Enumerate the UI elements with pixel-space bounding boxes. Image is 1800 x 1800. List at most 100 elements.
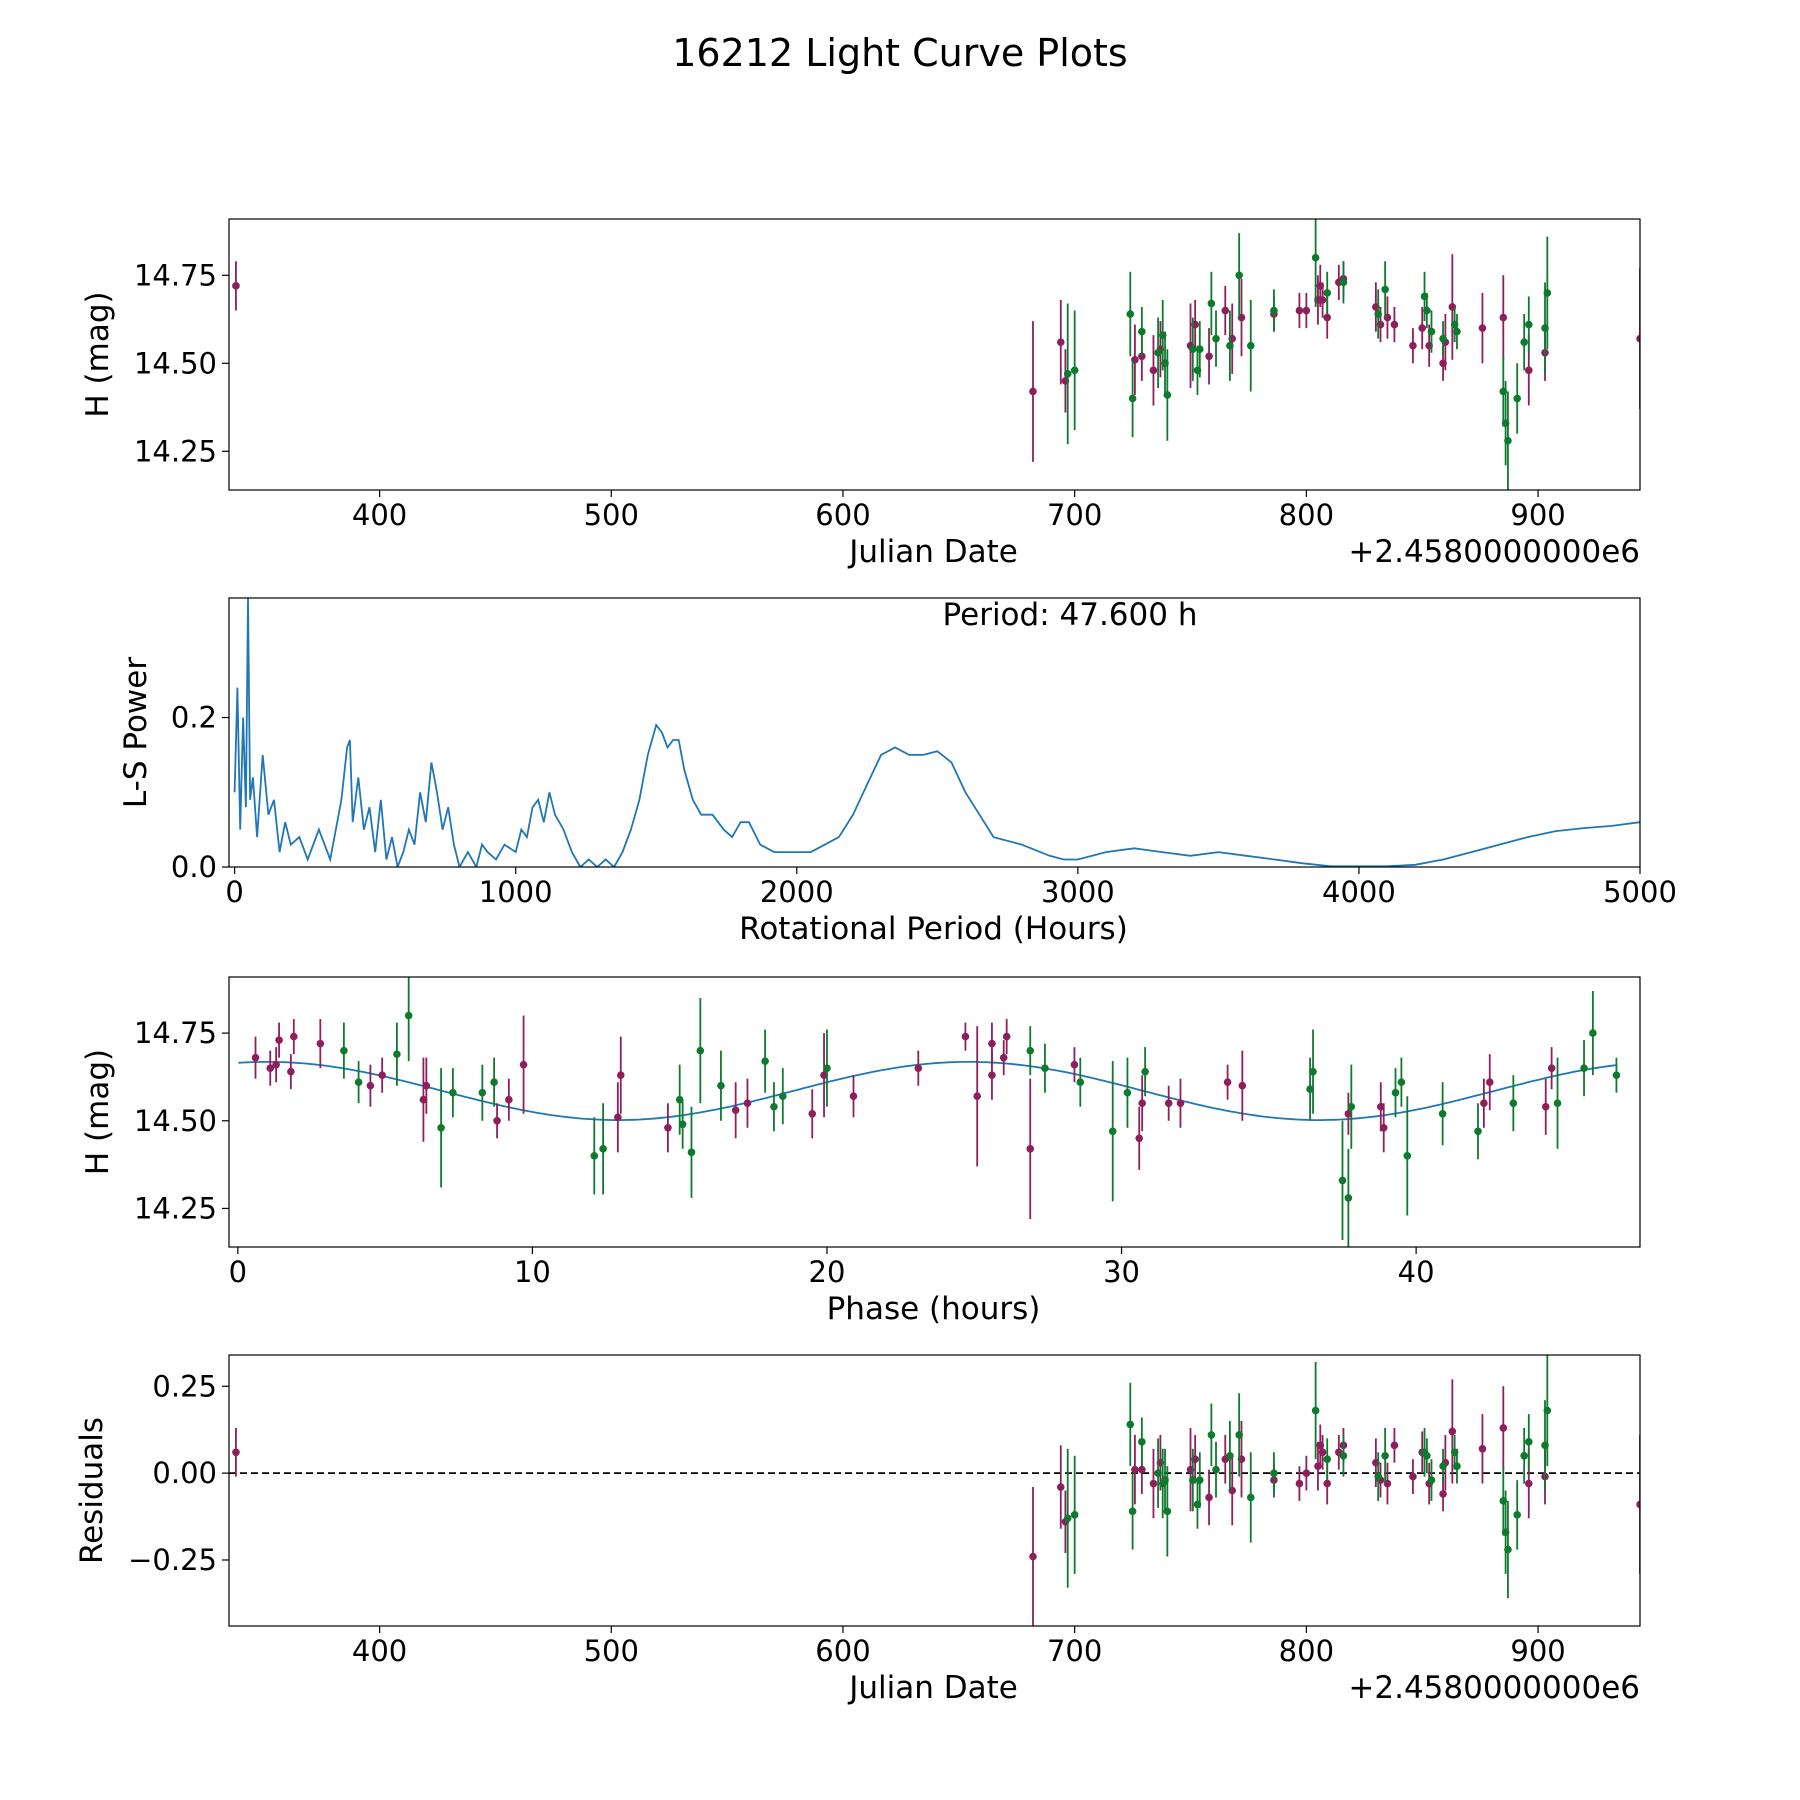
- data-point: [1212, 334, 1220, 343]
- data-point: [1524, 320, 1533, 329]
- data-point: [1138, 1099, 1146, 1108]
- plot-area: [233, 598, 1640, 867]
- data-point: [590, 1152, 599, 1160]
- data-point: [1026, 1145, 1035, 1153]
- data-point: [1423, 306, 1431, 315]
- data-point: [1246, 1493, 1255, 1502]
- data-point: [275, 1036, 283, 1044]
- data-point: [1295, 1479, 1304, 1488]
- data-point: [1391, 1088, 1400, 1097]
- x-tick-label: 1000: [479, 875, 553, 909]
- data-point: [973, 1092, 982, 1101]
- residuals-panel: 400 500 600 700 800 900 −0.25 0.00 0.25 Julian Da…: [74, 1354, 1641, 1706]
- x-tick-label: 900: [1510, 498, 1565, 532]
- y-tick-label: 0.0: [171, 850, 217, 884]
- data-point: [1270, 1469, 1278, 1477]
- data-point: [1056, 1483, 1065, 1491]
- data-point: [1323, 313, 1332, 322]
- data-point: [1070, 1060, 1079, 1069]
- data-point: [1226, 341, 1234, 350]
- plot-area: [232, 219, 1640, 490]
- data-point: [1138, 327, 1146, 336]
- data-point: [1504, 436, 1512, 445]
- data-point: [743, 1099, 752, 1108]
- data-point: [664, 1123, 672, 1132]
- x-tick-label: 5000: [1603, 875, 1677, 909]
- lightcurve-panel: 400 500 600 700 800 900 14.25 14.50 14.75 Julian …: [80, 218, 1641, 570]
- data-point: [1636, 334, 1640, 343]
- figure-title: 16212 Light Curve Plots: [672, 31, 1127, 75]
- data-point: [1474, 1127, 1482, 1136]
- data-point: [614, 1113, 622, 1122]
- data-point: [272, 1060, 280, 1069]
- data-point: [1189, 345, 1197, 354]
- data-point: [914, 1064, 923, 1072]
- data-point: [1423, 1451, 1431, 1460]
- data-point: [1438, 1109, 1447, 1118]
- data-point: [1238, 1081, 1247, 1090]
- x-tick-label: 700: [1047, 498, 1102, 532]
- data-point: [1347, 1102, 1356, 1111]
- data-point: [1154, 1469, 1162, 1477]
- data-point: [1524, 1479, 1533, 1488]
- data-point: [849, 1092, 858, 1101]
- data-point: [1439, 1490, 1447, 1498]
- data-point: [1164, 1099, 1173, 1108]
- y-axis-label: L-S Power: [118, 657, 154, 808]
- data-point: [1212, 1465, 1220, 1474]
- x-tick-label: 500: [584, 498, 639, 532]
- data-point: [490, 1078, 498, 1086]
- data-point: [1226, 1451, 1234, 1460]
- periodogram-line: [233, 598, 1640, 867]
- data-point: [287, 1067, 295, 1076]
- data-point: [316, 1039, 325, 1048]
- data-point: [1379, 1123, 1388, 1132]
- data-point: [1306, 1085, 1314, 1094]
- data-point: [1374, 1472, 1382, 1481]
- x-tick-label: 2000: [760, 875, 834, 909]
- x-tick-label: 400: [352, 498, 407, 532]
- data-point: [1128, 394, 1137, 403]
- data-point: [1636, 1500, 1640, 1509]
- data-point: [778, 1092, 787, 1101]
- data-point: [770, 1102, 778, 1111]
- data-point: [616, 1071, 625, 1079]
- x-tick-label: 4000: [1322, 875, 1396, 909]
- data-point: [290, 1032, 298, 1041]
- data-point: [1403, 1152, 1412, 1160]
- data-point: [1311, 253, 1320, 262]
- axes-frame: [228, 218, 1641, 491]
- data-point: [1589, 1029, 1597, 1037]
- y-tick-label: 0.25: [152, 1369, 217, 1403]
- data-point: [1418, 324, 1427, 332]
- data-point: [1409, 1472, 1417, 1481]
- x-tick-label: 3000: [1041, 875, 1115, 909]
- x-tick-label: 400: [352, 1634, 407, 1668]
- data-point: [1295, 306, 1304, 315]
- data-point: [354, 1078, 363, 1086]
- data-point: [1221, 306, 1230, 315]
- axes-frame: [228, 597, 1641, 868]
- data-point: [1235, 271, 1243, 280]
- axes-frame: [228, 1354, 1641, 1627]
- data-point: [1524, 1438, 1533, 1446]
- data-point: [1138, 1465, 1146, 1474]
- data-point: [1309, 1067, 1317, 1076]
- data-point: [1302, 1469, 1311, 1477]
- x-axis-label: Rotational Period (Hours): [739, 911, 1128, 947]
- x-axis-label: Julian Date: [847, 534, 1018, 570]
- data-point: [1541, 1102, 1550, 1111]
- data-point: [1029, 387, 1037, 396]
- y-tick-label: 0.2: [171, 701, 217, 735]
- data-point: [232, 1448, 240, 1457]
- data-point: [1149, 366, 1158, 375]
- x-tick-label: 0: [225, 875, 243, 909]
- data-point: [1141, 1067, 1149, 1076]
- data-point: [1390, 1441, 1399, 1450]
- y-tick-label: 0.00: [152, 1456, 217, 1490]
- data-point: [761, 1057, 769, 1065]
- data-point: [232, 282, 240, 290]
- data-point: [1499, 313, 1508, 322]
- data-point: [599, 1145, 607, 1153]
